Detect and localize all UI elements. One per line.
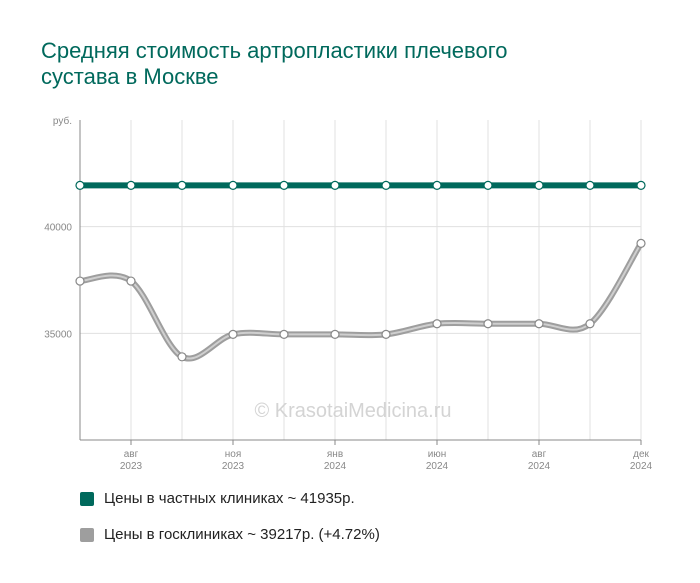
chart-title: Средняя стоимость артропластики плечевог… [41,38,641,90]
series-private-point[interactable] [534,180,544,190]
x-tick-label-year: 2024 [324,461,347,472]
series-private-point[interactable] [279,180,289,190]
y-tick-label: 40000 [44,223,72,234]
series-public-point[interactable] [432,319,442,329]
series-public-line [77,240,644,362]
title-line-2: сустава в Москве [41,64,219,89]
series-public-point[interactable] [177,352,187,362]
series-private-point[interactable] [636,180,646,190]
series-private-point[interactable] [228,180,238,190]
series-public-point[interactable] [381,329,391,339]
x-tick-label-month: июн [428,449,447,460]
x-tick-label-month: авг [532,449,547,460]
series-public-point[interactable] [483,319,493,329]
legend-item-public: Цены в госклиниках ~ 39217р. (+4.72%) [80,526,380,543]
series-public-point[interactable] [126,276,136,286]
series-public-point[interactable] [534,319,544,329]
x-tick-label-month: ноя [225,449,242,460]
series-private-point[interactable] [177,180,187,190]
legend-swatch-public [80,527,94,542]
series-public-point[interactable] [279,329,289,339]
x-tick-label-month: авг [124,449,139,460]
title-line-1: Средняя стоимость артропластики плечевог… [41,38,508,63]
y-tick-label: 35000 [44,329,72,340]
series-private-point[interactable] [585,180,595,190]
series-private-point[interactable] [483,180,493,190]
y-axis-unit: руб. [53,115,72,127]
x-tick-label-month: дек [633,449,649,460]
x-tick-label-month: янв [327,449,343,460]
series-private-point[interactable] [75,180,85,190]
legend-label-public: Цены в госклиниках ~ 39217р. (+4.72%) [104,526,380,543]
grid [79,120,642,440]
x-tick-label-year: 2023 [120,461,143,472]
series-public-point[interactable] [228,329,238,339]
legend-swatch-private [80,491,94,506]
series-public-point[interactable] [330,329,340,339]
data-points [75,180,646,362]
series-private-point[interactable] [126,180,136,190]
x-tick-label-year: 2024 [630,461,653,472]
series-private-point[interactable] [432,180,442,190]
x-tick-label-year: 2023 [222,461,245,472]
legend-label-private: Цены в частных клиниках ~ 41935р. [104,490,355,507]
series-private-point[interactable] [381,180,391,190]
watermark: © KrasotaiMedicina.ru [254,400,451,422]
series-public-point[interactable] [636,238,646,248]
series-public-point[interactable] [585,319,595,329]
series-public-line-highlight [79,242,642,360]
series-public-point[interactable] [75,276,85,286]
legend-item-private: Цены в частных клиниках ~ 41935р. [80,490,355,507]
x-tick-label-year: 2024 [528,461,551,472]
x-tick-label-year: 2024 [426,461,449,472]
series-private-point[interactable] [330,180,340,190]
series [77,182,644,362]
